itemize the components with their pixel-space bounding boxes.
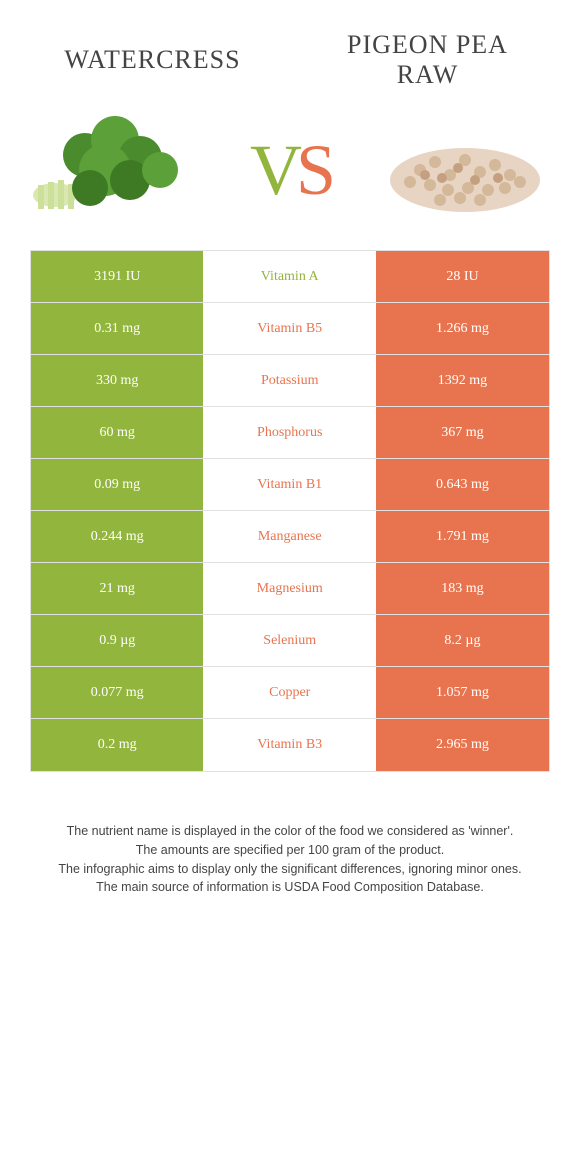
- right-value-cell: 0.643 mg: [376, 459, 549, 510]
- left-value-cell: 0.077 mg: [31, 667, 203, 718]
- left-value-cell: 3191 IU: [31, 251, 203, 302]
- left-food-title: WATERCRESS: [40, 45, 265, 75]
- footnote-line: The amounts are specified per 100 gram o…: [30, 841, 550, 860]
- left-value-cell: 0.9 µg: [31, 615, 203, 666]
- table-row: 60 mgPhosphorus367 mg: [31, 407, 549, 459]
- header-row: WATERCRESS PIGEON PEA RAW: [0, 0, 580, 100]
- footnote-block: The nutrient name is displayed in the co…: [0, 772, 580, 897]
- right-value-cell: 1.057 mg: [376, 667, 549, 718]
- left-value-cell: 60 mg: [31, 407, 203, 458]
- nutrient-label-cell: Magnesium: [203, 563, 375, 614]
- table-row: 0.244 mgManganese1.791 mg: [31, 511, 549, 563]
- left-value-cell: 0.09 mg: [31, 459, 203, 510]
- vs-v: V: [250, 130, 296, 210]
- watercress-image: [30, 110, 200, 230]
- footnote-line: The nutrient name is displayed in the co…: [30, 822, 550, 841]
- right-value-cell: 1.266 mg: [376, 303, 549, 354]
- nutrient-label-cell: Vitamin B1: [203, 459, 375, 510]
- left-value-cell: 21 mg: [31, 563, 203, 614]
- table-row: 0.09 mgVitamin B10.643 mg: [31, 459, 549, 511]
- footnote-line: The main source of information is USDA F…: [30, 878, 550, 897]
- nutrient-label-cell: Vitamin B3: [203, 719, 375, 771]
- right-value-cell: 183 mg: [376, 563, 549, 614]
- right-value-cell: 8.2 µg: [376, 615, 549, 666]
- nutrient-label-cell: Manganese: [203, 511, 375, 562]
- right-food-title: PIGEON PEA RAW: [315, 30, 540, 90]
- right-value-cell: 1392 mg: [376, 355, 549, 406]
- nutrient-label-cell: Phosphorus: [203, 407, 375, 458]
- right-value-cell: 2.965 mg: [376, 719, 549, 771]
- nutrient-label-cell: Copper: [203, 667, 375, 718]
- nutrient-label-cell: Potassium: [203, 355, 375, 406]
- left-value-cell: 0.244 mg: [31, 511, 203, 562]
- table-row: 330 mgPotassium1392 mg: [31, 355, 549, 407]
- table-row: 21 mgMagnesium183 mg: [31, 563, 549, 615]
- table-row: 0.2 mgVitamin B32.965 mg: [31, 719, 549, 771]
- left-value-cell: 0.31 mg: [31, 303, 203, 354]
- left-value-cell: 0.2 mg: [31, 719, 203, 771]
- table-row: 0.31 mgVitamin B51.266 mg: [31, 303, 549, 355]
- left-value-cell: 330 mg: [31, 355, 203, 406]
- footnote-line: The infographic aims to display only the…: [30, 860, 550, 879]
- nutrient-label-cell: Selenium: [203, 615, 375, 666]
- table-row: 3191 IUVitamin A28 IU: [31, 251, 549, 303]
- table-row: 0.9 µgSelenium8.2 µg: [31, 615, 549, 667]
- right-value-cell: 28 IU: [376, 251, 549, 302]
- vs-s: S: [296, 130, 330, 210]
- right-value-cell: 367 mg: [376, 407, 549, 458]
- pigeon-pea-image: [380, 110, 550, 230]
- vs-label: VS: [250, 129, 330, 212]
- hero-row: VS: [0, 100, 580, 250]
- nutrient-label-cell: Vitamin B5: [203, 303, 375, 354]
- nutrition-table: 3191 IUVitamin A28 IU0.31 mgVitamin B51.…: [30, 250, 550, 772]
- right-value-cell: 1.791 mg: [376, 511, 549, 562]
- table-row: 0.077 mgCopper1.057 mg: [31, 667, 549, 719]
- nutrient-label-cell: Vitamin A: [203, 251, 375, 302]
